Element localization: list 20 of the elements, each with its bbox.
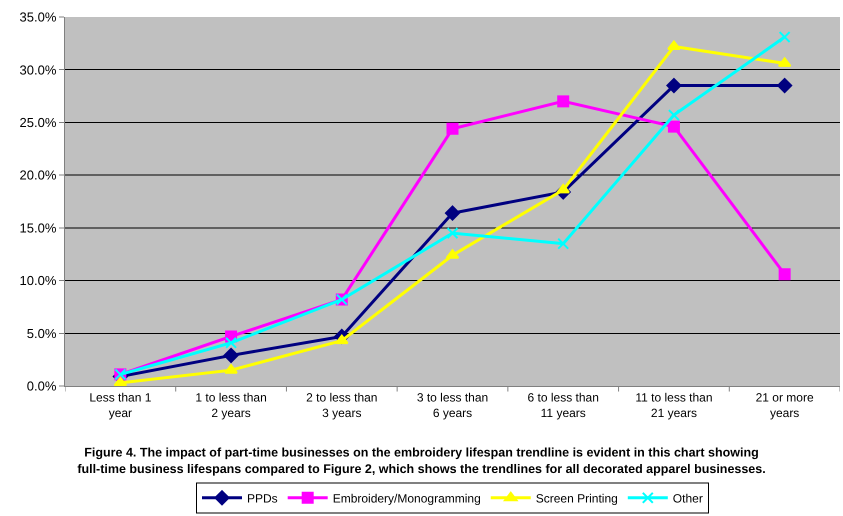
y-tick-label: 10.0% (20, 273, 57, 288)
y-tick-label: 20.0% (20, 168, 57, 183)
y-tick-label: 0.0% (26, 378, 57, 394)
y-tick-label: 30.0% (20, 62, 57, 78)
x-tick-label: 21 or more years (756, 390, 814, 420)
x-tick-label: 11 to less than 21 years (635, 390, 713, 420)
x-tick-label: 3 to less than 6 years (416, 390, 488, 420)
x-tick-label: 2 to less than 3 years (306, 390, 378, 420)
y-tick-label: 15.0% (20, 220, 57, 236)
text: Figure 4. The impact of part-time businesses on the embroidery lifespan trendline is evident in this chart showing full-time business lifespans compared to Figure 2, which shows the trendlines for all decorated apparel businesses. (77, 446, 766, 476)
y-tick-label: 25.0% (20, 114, 57, 130)
y-tick-label: 35.0% (20, 10, 57, 25)
legend-label: PPDs (247, 491, 278, 506)
x-tick-label: 6 to less than 11 years (528, 390, 599, 420)
x-tick-label: Less than 1 year (89, 390, 152, 420)
y-tick-label: 5.0% (26, 326, 57, 341)
legend-label: Embroidery/Monogramming (332, 491, 481, 506)
x-tick-label: 1 to less than 2 years (195, 390, 267, 420)
legend-label: Screen Printing (536, 491, 618, 506)
legend-label: Other (672, 491, 703, 506)
